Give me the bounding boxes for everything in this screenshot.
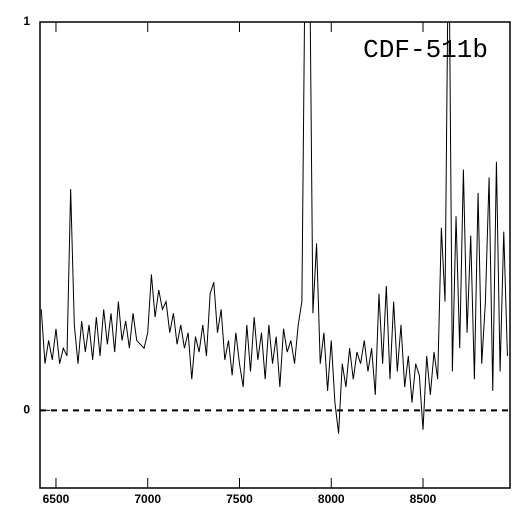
x-tick-label: 7500 [226,492,253,506]
x-tick-label: 7000 [134,492,161,506]
annotation: CDF-511b [363,35,488,65]
y-tick-label: 1 [23,14,30,28]
x-tick-label: 8000 [318,492,345,506]
x-tick-label: 8500 [410,492,437,506]
spectrum-line [40,22,508,434]
y-tick-label: 0 [23,403,30,417]
plot-frame [39,21,511,489]
x-tick-label: 6500 [43,492,70,506]
